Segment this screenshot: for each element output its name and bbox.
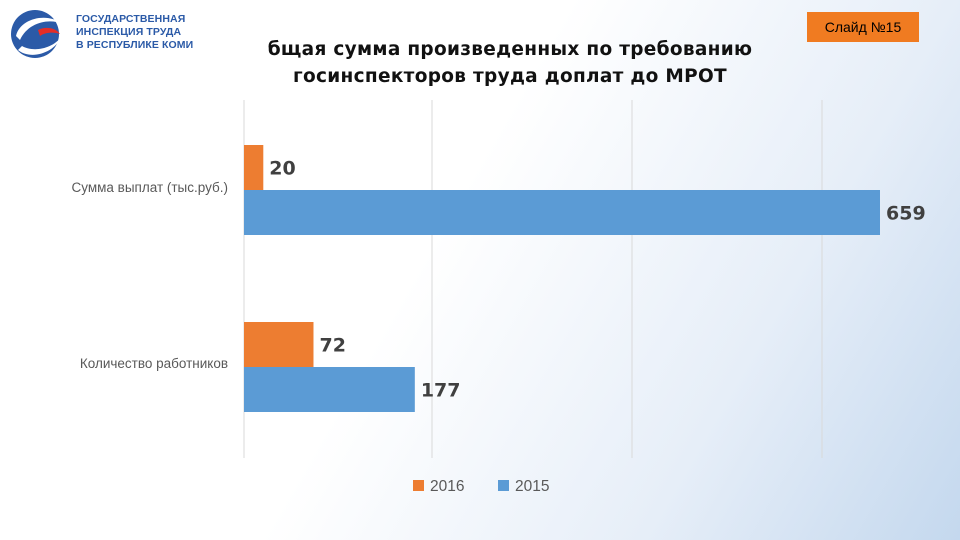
data-label-2016-0: 20 (269, 158, 295, 180)
bar-2016-1 (244, 322, 314, 367)
legend-swatch-2015 (498, 480, 509, 491)
logo: ГОСУДАРСТВЕННАЯ ИНСПЕКЦИЯ ТРУДА В РЕСПУБ… (8, 6, 198, 62)
slide-title-line-1: бщая сумма произведенных по требованию (267, 39, 753, 60)
legend-swatch-2016 (413, 480, 424, 491)
bar-2015-1 (244, 367, 415, 412)
legend-label-2016: 2016 (430, 478, 464, 495)
logo-line-1: ГОСУДАРСТВЕННАЯ (76, 13, 186, 25)
data-label-2016-1: 72 (319, 335, 345, 357)
slide-title: бщая сумма произведенных по требованию г… (170, 36, 850, 90)
logo-line-3: В РЕСПУБЛИКЕ КОМИ (76, 39, 194, 51)
data-label-2015-0: 659 (886, 203, 926, 225)
slide-number-badge: Слайд №15 (807, 12, 919, 42)
legend-label-2015: 2015 (515, 478, 549, 495)
slide-title-line-2: госинспекторов труда доплат до МРОТ (293, 66, 727, 87)
logo-text: ГОСУДАРСТВЕННАЯ ИНСПЕКЦИЯ ТРУДА В РЕСПУБ… (76, 13, 200, 52)
data-label-2015-1: 177 (421, 380, 461, 402)
category-label-1: Количество работников (80, 356, 228, 371)
bar-2015-0 (244, 190, 880, 235)
logo-emblem-icon (11, 10, 62, 58)
logo-line-2: ИНСПЕКЦИЯ ТРУДА (76, 26, 182, 38)
bar-2016-0 (244, 145, 264, 190)
category-label-0: Сумма выплат (тыс.руб.) (72, 180, 229, 195)
